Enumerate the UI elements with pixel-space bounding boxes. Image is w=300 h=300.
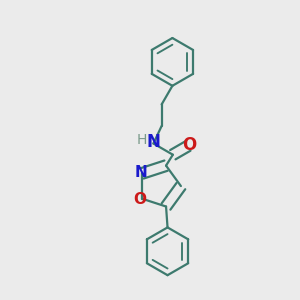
Text: N: N (134, 165, 147, 180)
Text: O: O (182, 136, 196, 154)
Text: O: O (133, 192, 146, 207)
Text: N: N (146, 133, 161, 151)
Text: H: H (136, 133, 147, 147)
